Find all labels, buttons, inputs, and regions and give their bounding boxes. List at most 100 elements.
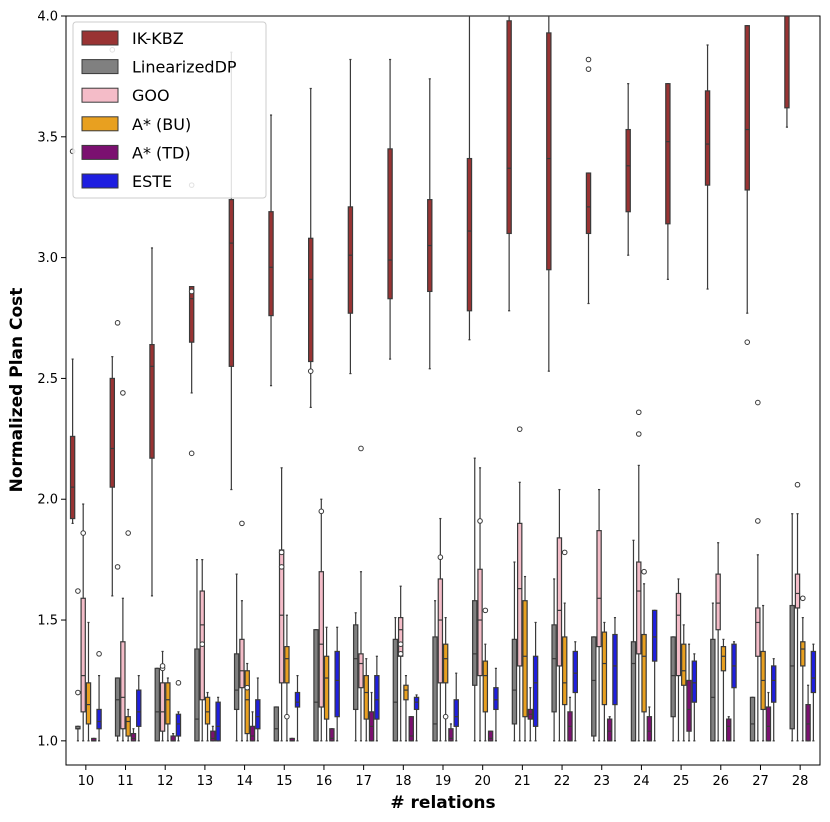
box-body	[770, 665, 777, 703]
box-a-td--16	[329, 728, 335, 742]
box-body	[810, 650, 817, 694]
legend-label: ESTE	[132, 172, 172, 191]
box-body	[149, 343, 155, 459]
outlier-point	[278, 564, 285, 570]
box-body	[522, 600, 528, 718]
box-body	[278, 549, 285, 684]
box-body	[352, 624, 359, 711]
x-tick-label: 18	[395, 774, 412, 789]
box-body	[517, 522, 523, 667]
x-tick-label: 22	[554, 774, 571, 789]
outlier-point	[239, 520, 245, 527]
outlier-point	[800, 595, 806, 602]
box-goo-25	[675, 578, 682, 742]
box-a-td--28	[805, 684, 811, 742]
box-este-20	[493, 667, 499, 742]
box-a-td--15	[289, 737, 295, 742]
box-a-bu--23	[601, 621, 608, 742]
legend-frame	[72, 21, 267, 199]
box-a-td--25	[686, 643, 692, 742]
outlier-point	[188, 288, 195, 295]
box-este-23	[612, 617, 618, 742]
outlier-point	[755, 518, 761, 524]
box-body	[744, 25, 750, 191]
box-goo-10	[80, 503, 86, 742]
box-body	[641, 633, 647, 713]
y-axis: 1.0 1.5 2.0 2.5 3.0 3.5 4.0	[37, 10, 66, 749]
outlier-point	[75, 689, 81, 696]
box-body	[800, 641, 806, 667]
outlier-point	[437, 554, 444, 561]
box-linearizeddp-14	[233, 573, 240, 742]
outlier-point	[442, 713, 449, 720]
box-a-td--11	[130, 728, 137, 742]
box-body	[755, 607, 761, 657]
box-este-12	[175, 711, 182, 742]
box-body	[466, 157, 473, 312]
outlier-point	[175, 680, 182, 686]
outlier-point	[307, 368, 314, 374]
box-body	[646, 716, 653, 742]
box-body	[472, 600, 478, 686]
box-body	[794, 573, 801, 609]
outlier-point	[114, 320, 121, 326]
outlier-point	[284, 713, 290, 720]
y-tick-label: 3.5	[37, 130, 58, 145]
box-linearizeddp-19	[432, 600, 438, 742]
outlier-point	[585, 66, 592, 72]
box-body	[625, 128, 631, 213]
box-a-td--21	[527, 687, 534, 742]
box-body	[244, 670, 250, 735]
outlier-point	[244, 684, 251, 691]
box-body	[358, 653, 364, 689]
box-body	[255, 699, 261, 730]
box-body	[704, 90, 711, 186]
box-a-bu--12	[165, 677, 171, 742]
box-body	[308, 237, 314, 363]
box-linearizeddp-24	[630, 539, 637, 742]
box-linearizeddp-18	[392, 617, 399, 742]
box-este-18	[413, 694, 420, 742]
box-este-10	[96, 675, 102, 742]
box-body	[585, 172, 592, 235]
box-este-17	[374, 655, 380, 742]
box-este-19	[453, 672, 459, 742]
box-body	[80, 597, 86, 713]
box-body	[477, 568, 483, 677]
legend-label: A* (BU)	[132, 115, 191, 134]
box-goo-18	[397, 585, 404, 742]
box-ik-kbz-10	[69, 358, 76, 524]
box-body	[453, 699, 459, 727]
box-body	[204, 696, 211, 725]
box-a-bu--10	[85, 621, 92, 742]
outlier-point	[318, 508, 325, 515]
box-goo-17	[358, 571, 364, 742]
outlier-point	[199, 641, 206, 647]
box-a-bu--17	[363, 658, 369, 742]
box-body	[413, 696, 420, 711]
y-axis-label: Normalized Plan Cost	[7, 288, 27, 493]
boxes-layer	[69, 16, 817, 742]
box-a-bu--25	[681, 624, 687, 742]
box-ik-kbz-19	[427, 78, 433, 370]
box-linearizeddp-25	[670, 636, 676, 742]
box-body	[85, 682, 92, 725]
box-linearizeddp-16	[313, 629, 319, 742]
plot-layer	[69, 16, 817, 742]
box-ik-kbz-15	[268, 114, 274, 387]
box-este-11	[136, 675, 142, 742]
legend-swatch	[81, 30, 119, 46]
box-a-bu--21	[522, 575, 528, 742]
box-body	[329, 728, 335, 742]
y-tick-label: 2.5	[37, 372, 58, 387]
outlier-point	[635, 409, 642, 416]
box-body	[347, 206, 354, 314]
outlier-point	[561, 549, 568, 556]
box-ik-kbz-24	[625, 83, 631, 256]
box-body	[606, 718, 613, 742]
box-linearizeddp-20	[472, 457, 478, 742]
box-linearizeddp-17	[352, 612, 359, 742]
box-body	[681, 643, 687, 686]
box-goo-28	[794, 513, 801, 742]
box-body	[154, 667, 160, 742]
